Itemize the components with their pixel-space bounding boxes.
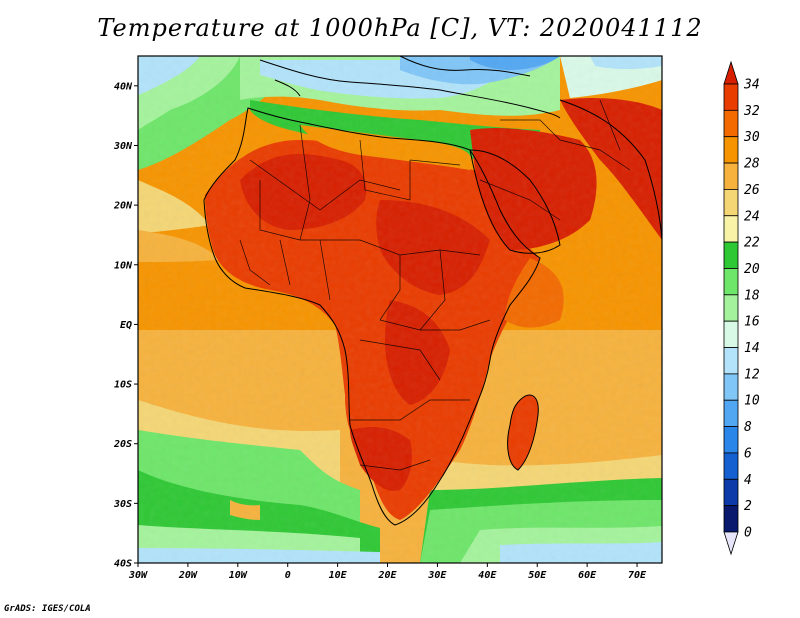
- colorbar-band: [723, 373, 739, 401]
- country-borders: [239, 99, 631, 471]
- colorbar-band: [723, 189, 739, 217]
- lon-tick-label: 40E: [478, 570, 497, 581]
- colorbar-band: [723, 478, 739, 507]
- lon-tick-label: 50E: [528, 570, 547, 581]
- colorbar-label: 14: [744, 341, 760, 356]
- colorbar-band: [723, 241, 739, 269]
- colorbar-label: 34: [743, 78, 760, 93]
- colorbar-label: 24: [744, 209, 760, 224]
- colorbar-label: 16: [744, 315, 760, 330]
- lat-tick-label: 10N: [114, 260, 133, 271]
- colorbar-band: [723, 347, 739, 375]
- lat-tick-label: 20S: [113, 439, 132, 450]
- colorbar-label: 12: [744, 367, 760, 382]
- colorbar-band: [723, 320, 739, 348]
- colorbar-band: [723, 294, 739, 322]
- colorbar-label: 18: [744, 288, 760, 303]
- lon-tick-label: 70E: [628, 570, 647, 581]
- colorbar-bottom-arrow: [723, 531, 739, 556]
- lon-tick-label: 20W: [178, 570, 198, 581]
- colorbar-label: 8: [744, 420, 752, 435]
- field-texture: [138, 56, 662, 563]
- colorbar-band: [723, 215, 739, 243]
- temperature-field: [138, 56, 662, 563]
- colorbar-band: [723, 505, 739, 533]
- coastlines: [203, 56, 662, 526]
- colorbar-band: [723, 426, 739, 454]
- colorbar-band: [723, 268, 739, 296]
- latitude-labels: 40N 30N 20N 10N EQ 10S 20S 30S 40S: [113, 81, 133, 569]
- colorbar-label: 28: [744, 157, 760, 172]
- credit-text: GrADS: IGES/COLA: [4, 604, 91, 614]
- lat-tick-label: 30S: [113, 499, 132, 510]
- colorbar-label: 2: [744, 499, 752, 514]
- colorbar-band: [723, 162, 739, 190]
- lat-tick-label: 40N: [114, 81, 133, 92]
- lon-tick-label: 0: [285, 570, 291, 581]
- colorbar-label: 6: [744, 446, 752, 461]
- colorbar-band: [723, 109, 739, 138]
- colorbar-label: 26: [744, 183, 760, 198]
- colorbar-band: [723, 452, 739, 480]
- lon-tick-label: 10E: [329, 570, 348, 581]
- lat-tick-label: 20N: [113, 201, 133, 212]
- colorbar-band: [723, 136, 739, 164]
- colorbar-label: 20: [744, 262, 760, 277]
- axis-ticks: [134, 85, 638, 567]
- colorbar-label: 0: [744, 526, 752, 541]
- colorbar-top-arrow: [723, 60, 739, 85]
- colorbar-label: 4: [744, 473, 752, 488]
- colorbar-band: [723, 399, 739, 427]
- colorbar-label: 30: [743, 130, 760, 145]
- lon-tick-label: 30W: [128, 570, 148, 581]
- lon-tick-label: 20E: [377, 570, 397, 581]
- lat-tick-label: 10S: [114, 380, 132, 391]
- plot-frame: [137, 55, 663, 564]
- lat-tick-label: 40S: [114, 559, 132, 570]
- lon-tick-label: 10W: [229, 570, 248, 581]
- lon-tick-label: 60E: [578, 570, 597, 581]
- lat-tick-label: EQ: [120, 320, 132, 331]
- colorbar-band: [723, 83, 739, 111]
- map-title: Temperature at 1000hPa [C], VT: 20200411…: [97, 14, 703, 42]
- colorbar-label: 10: [744, 394, 760, 409]
- lon-tick-label: 30E: [427, 570, 447, 581]
- lat-tick-label: 30N: [113, 141, 133, 152]
- longitude-labels: 30W 20W 10W 0 10E 20E 30E 40E 50E 60E 70E: [128, 570, 647, 581]
- colorbar-label: 32: [743, 104, 760, 119]
- colorbar-label: 22: [744, 236, 760, 251]
